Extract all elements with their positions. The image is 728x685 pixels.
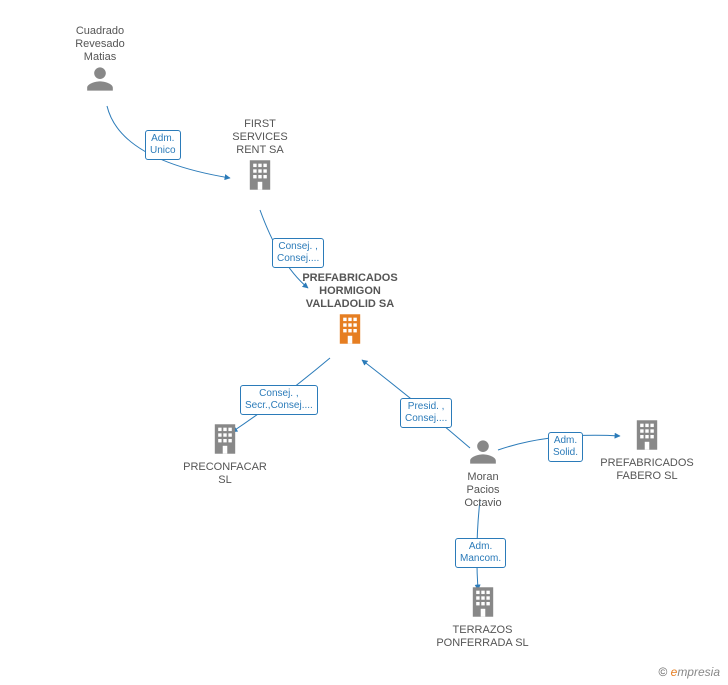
edge-label-e1: Adm. Unico [145,130,181,160]
node-prefabricados-hormigon[interactable]: PREFABRICADOS HORMIGON VALLADOLID SA [290,272,410,351]
node-label-moran: Moran Pacios Octavio [448,471,518,511]
edge-label-e5: Adm. Solid. [548,432,583,462]
node-first-services[interactable]: FIRST SERVICES RENT SA [215,118,305,197]
node-moran[interactable]: Moran Pacios Octavio [448,438,518,511]
node-cuadrado[interactable]: Cuadrado Revesado Matias [60,25,140,98]
node-label-terrazos: TERRAZOS PONFERRADA SL [425,624,540,650]
building-icon [246,158,274,192]
node-label-first-services: FIRST SERVICES RENT SA [215,118,305,158]
person-icon [469,438,497,466]
copyright-symbol: © [658,665,667,679]
edge-label-e2: Consej. , Consej.... [272,238,324,268]
edge-label-e4: Presid. , Consej.... [400,398,452,428]
edge-label-e3: Consej. , Secr.,Consej.... [240,385,318,415]
brand-rest: mpresia [677,665,720,679]
node-label-cuadrado: Cuadrado Revesado Matias [60,25,140,65]
building-icon [469,585,497,619]
node-preconfacar[interactable]: PRECONFACAR SL [175,422,275,487]
copyright: © empresia [658,665,720,679]
edge-label-e6: Adm. Mancom. [455,538,506,568]
building-icon [633,418,661,452]
node-terrazos[interactable]: TERRAZOS PONFERRADA SL [425,585,540,650]
node-label-prefabricados-fabero: PREFABRICADOS FABERO SL [592,457,702,483]
node-label-prefabricados-hormigon: PREFABRICADOS HORMIGON VALLADOLID SA [290,272,410,312]
building-icon [211,422,239,456]
node-label-preconfacar: PRECONFACAR SL [175,461,275,487]
node-prefabricados-fabero[interactable]: PREFABRICADOS FABERO SL [592,418,702,483]
building-icon [336,312,364,346]
person-icon [86,65,114,93]
